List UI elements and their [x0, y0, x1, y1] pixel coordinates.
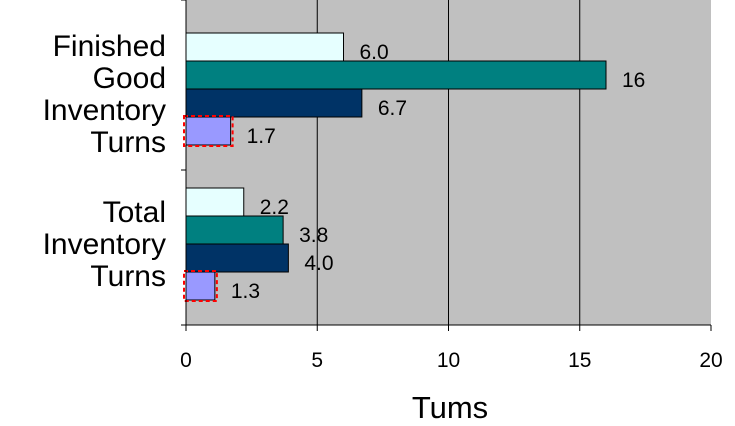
bar — [185, 215, 284, 245]
bar — [185, 88, 363, 118]
bar — [185, 271, 216, 301]
bar — [185, 32, 344, 62]
axes — [181, 0, 712, 331]
category-label: Turns — [90, 260, 166, 293]
category-label: Total — [103, 196, 166, 229]
data-label: 2.2 — [260, 196, 289, 219]
data-label: 16 — [622, 69, 645, 92]
category-label: Inventory — [43, 228, 166, 261]
category-labels: FinishedGoodInventoryTurnsTotalInventory… — [43, 30, 166, 293]
data-labels: 6.0 2.2 16 3.8 6.7 4.0 1.7 1.3 — [231, 41, 645, 303]
bars — [183, 32, 607, 302]
x-axis-title: Tums — [412, 390, 488, 425]
category-label: Good — [93, 62, 166, 95]
data-label: 6.7 — [378, 97, 407, 120]
bar — [185, 187, 245, 217]
data-label: 6.0 — [360, 41, 389, 64]
category-label: Inventory — [43, 94, 166, 127]
x-tick-label: 15 — [568, 349, 591, 372]
data-label: 3.8 — [299, 224, 328, 247]
bar-highlight-outline — [183, 115, 234, 147]
bar — [185, 243, 289, 273]
data-label: 1.3 — [231, 280, 260, 303]
x-tick-labels: 0 5 10 15 20 — [180, 349, 723, 372]
bar — [185, 116, 232, 146]
bar — [185, 60, 607, 90]
x-tick-label: 5 — [311, 349, 323, 372]
x-tick-label: 10 — [437, 349, 460, 372]
data-label: 4.0 — [304, 252, 333, 275]
category-label: Finished — [53, 30, 166, 63]
x-tick-label: 20 — [699, 349, 722, 372]
x-tick-label: 0 — [180, 349, 192, 372]
bar-highlight-outline — [183, 270, 218, 302]
category-label: Turns — [90, 126, 166, 159]
data-label: 1.7 — [247, 125, 276, 148]
